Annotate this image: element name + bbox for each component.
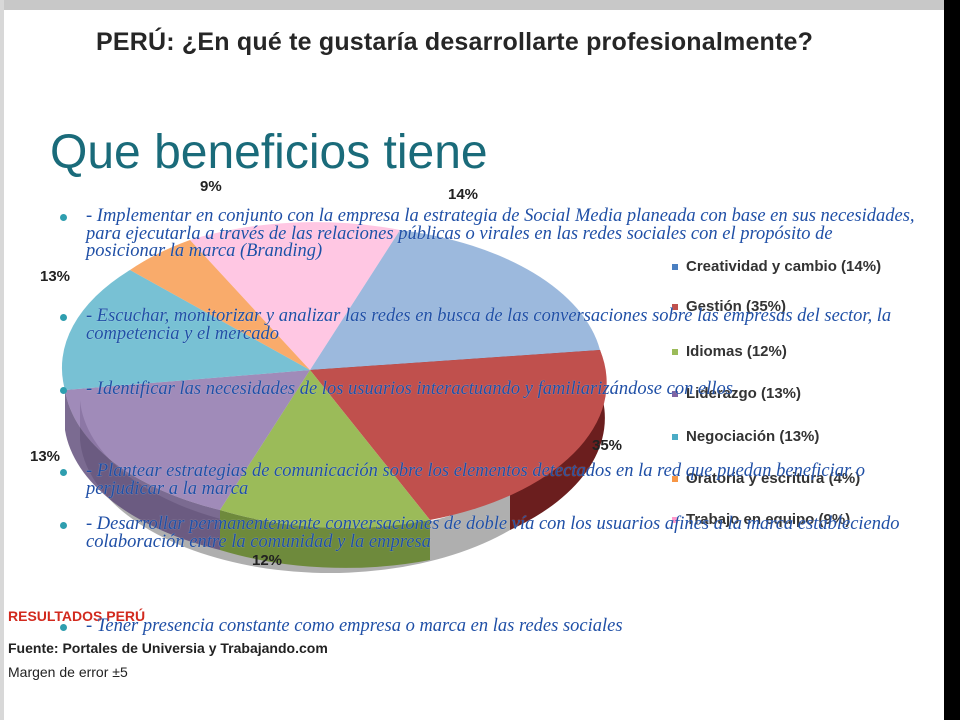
bullet-item: - Desarrollar permanentemente conversaci…: [60, 514, 916, 552]
pie-label-liderazgo: 13%: [30, 448, 61, 465]
bullet-text: - Escuchar, monitorizar y analizar las r…: [86, 306, 892, 344]
legend-item-negociacion: Negociación (13%): [672, 428, 819, 445]
results-label: RESULTADOS PERÚ: [8, 608, 146, 624]
legend-swatch: [672, 475, 678, 482]
legend-item-liderazgo: Liderazgo (13%): [672, 385, 801, 402]
legend-item-gestion: Gestión (35%): [672, 298, 786, 315]
background-chart-title: PERÚ: ¿En qué te gustaría desarrollarte …: [96, 28, 814, 56]
bullet-item: - Plantear estrategias de comunicación s…: [60, 461, 916, 499]
background-pie-chart: [61, 222, 607, 574]
legend-label: Oratoria y escritura (4%): [686, 470, 861, 487]
bullet-dot: [60, 469, 67, 476]
pie-label-negociacion: 13%: [40, 268, 71, 285]
bullet-text: - Tener presencia constante como empresa…: [86, 616, 623, 636]
bullet-text: - Implementar en conjunto con la empresa…: [86, 206, 915, 261]
bullet-dot: [60, 624, 67, 631]
pie-label-gestion: 35%: [592, 437, 623, 454]
top-border: [0, 0, 960, 10]
bullet-text: - Plantear estrategias de comunicación s…: [86, 461, 866, 499]
pie-label-trabajo: 9%: [200, 178, 222, 195]
legend-swatch: [672, 348, 678, 355]
bullet-text: - Identificar las necesidades de los usu…: [86, 379, 733, 399]
legend-label: Negociación (13%): [686, 428, 820, 445]
bullet-dot: [60, 314, 67, 321]
bullet-item: - Identificar las necesidades de los usu…: [60, 379, 916, 399]
bullet-dot: [60, 214, 67, 221]
legend-label: Gestión (35%): [686, 298, 787, 315]
legend-item-oratoria: Oratoria y escritura (4%): [672, 470, 860, 487]
legend-label: Liderazgo (13%): [686, 385, 802, 402]
legend-swatch: [672, 390, 678, 397]
bullet-dot: [60, 522, 67, 529]
bullet-item: - Escuchar, monitorizar y analizar las r…: [60, 306, 916, 344]
legend-swatch: [672, 303, 678, 310]
right-border: [944, 0, 960, 720]
bullet-dot: [60, 387, 67, 394]
legend-swatch: [672, 516, 678, 523]
pie-label-creatividad: 14%: [448, 186, 479, 203]
left-border: [0, 0, 4, 720]
margin-of-error-label: Margen de error ±5: [8, 664, 128, 680]
legend-item-creatividad: Creatividad y cambio (14%): [672, 258, 881, 275]
legend-label: Idiomas (12%): [686, 343, 787, 360]
legend-label: Trabajo en equipo (9%): [686, 511, 851, 528]
legend-swatch: [672, 263, 678, 270]
bullet-text: - Desarrollar permanentemente conversaci…: [86, 514, 900, 552]
legend-item-idiomas: Idiomas (12%): [672, 343, 787, 360]
legend-swatch: [672, 433, 678, 440]
pie-label-idiomas: 12%: [252, 552, 283, 569]
source-label: Fuente: Portales de Universia y Trabajan…: [8, 640, 328, 656]
slide-heading: Que beneficios tiene: [50, 126, 488, 179]
bullet-item: - Implementar en conjunto con la empresa…: [60, 206, 916, 261]
bullet-item: - Tener presencia constante como empresa…: [60, 616, 916, 636]
legend-item-trabajo: Trabajo en equipo (9%): [672, 511, 850, 528]
legend-label: Creatividad y cambio (14%): [686, 258, 882, 275]
